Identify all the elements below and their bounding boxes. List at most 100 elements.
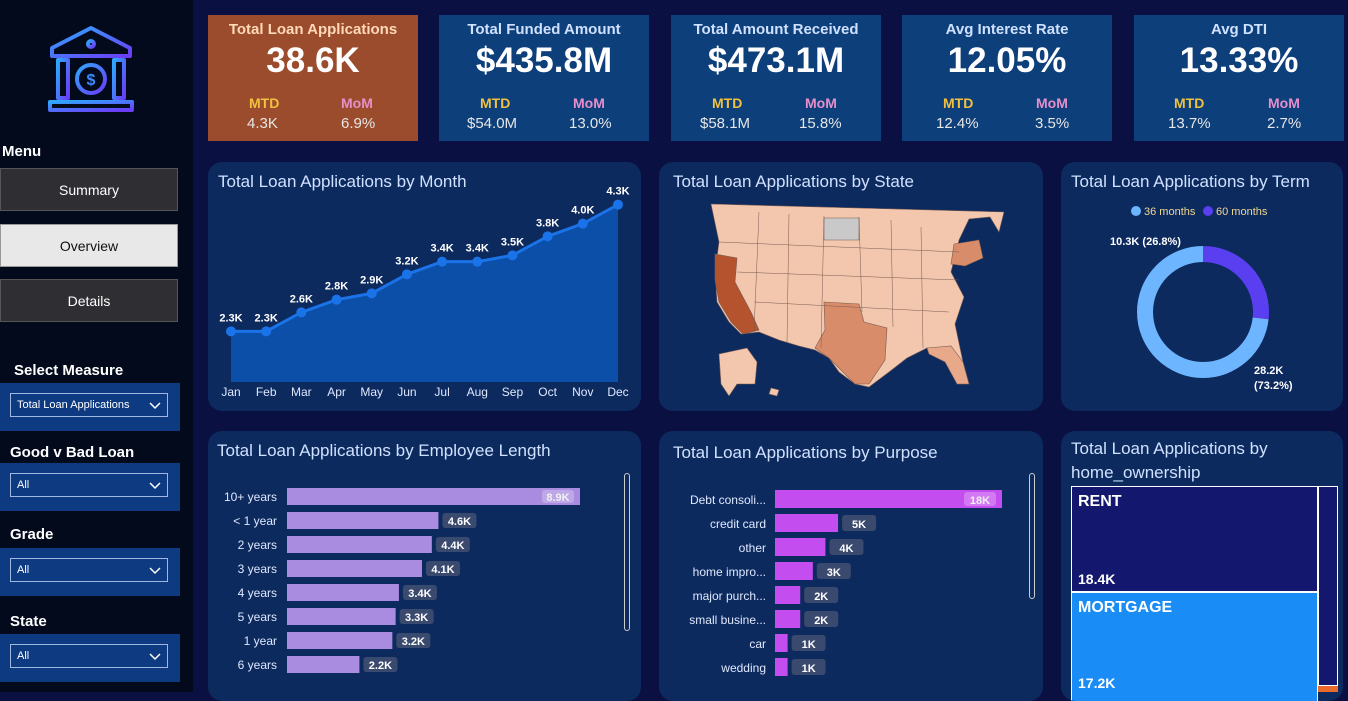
month-line: [231, 203, 619, 333]
emp-length-bar-chart: 10+ years 8.9K < 1 year 4.6K 2 years 4.4K 3 ye…: [224, 488, 580, 673]
kpi-title: Total Loan Applications: [228, 21, 398, 38]
kpi-mom-value: 6.9%: [341, 115, 376, 132]
month-point: [437, 256, 448, 267]
select-measure-dropdown[interactable]: Total Loan Applications: [10, 393, 168, 417]
map-state-california: [714, 253, 760, 335]
kpi-mtd-value: 13.7%: [1168, 115, 1211, 132]
kpi-mtd-value: $54.0M: [467, 115, 518, 132]
grade-value: All: [17, 564, 30, 576]
term-60-label: 10.3K (26.8%): [1110, 236, 1181, 248]
kpi-mtd-label: MTD: [712, 95, 743, 111]
term-chart-title: Total Loan Applications by Term: [1071, 172, 1310, 191]
kpi-mtd-label: MTD: [249, 95, 280, 111]
legend-60-months-label: 60 months: [1216, 206, 1268, 218]
emp-bar: [287, 488, 580, 505]
purpose-bar-chart: Debt consoli... 18K credit card 5K other 4K ho…: [689, 490, 1002, 676]
emp-length-card: Total Loan Applications by Employee Leng…: [208, 431, 641, 701]
home-ownership-title-2: home_ownership: [1071, 463, 1201, 482]
month-chart-title: Total Loan Applications by Month: [218, 172, 467, 191]
kpi-mom-value: 13.0%: [569, 115, 612, 132]
kpi-title: Total Amount Received: [693, 21, 859, 38]
map-state-shape: [710, 203, 1005, 388]
emp-category-label: < 1 year: [233, 514, 277, 528]
emp-bar: [287, 608, 396, 625]
month-point: [366, 288, 377, 299]
state-map-title: Total Loan Applications by State: [673, 172, 914, 191]
treemap-small[interactable]: [1318, 686, 1338, 692]
term-36-label: 28.2K: [1254, 365, 1283, 377]
map-state-alaska: [718, 347, 758, 397]
emp-bar: [287, 656, 360, 673]
treemap-rent-label: RENT: [1078, 493, 1122, 510]
month-point: [226, 326, 236, 337]
emp-data-label: 8.9K: [546, 492, 569, 504]
month-point: [542, 231, 553, 242]
menu-title: Menu: [2, 143, 42, 160]
purpose-bar: [775, 634, 788, 652]
purpose-data-label-bg: [791, 659, 826, 675]
kpi-mom-label: MoM: [1036, 95, 1068, 111]
grade-dropdown[interactable]: All: [10, 558, 168, 582]
month-tick-label: Sep: [502, 385, 524, 399]
month-tick-label: Aug: [467, 385, 488, 399]
state-dropdown[interactable]: All: [10, 644, 168, 668]
emp-data-label-bg: [399, 609, 434, 624]
purpose-data-label-bg: [816, 563, 851, 579]
emp-scrollbar[interactable]: [624, 473, 630, 631]
kpi-mom-value: 3.5%: [1035, 115, 1070, 132]
treemap-mortgage[interactable]: MORTGAGE 17.2K: [1071, 592, 1318, 701]
month-tick-label: Jun: [397, 385, 416, 399]
purpose-category-label: small busine...: [689, 613, 766, 627]
purpose-bar: [775, 658, 788, 676]
state-slicer: All: [0, 634, 180, 682]
kpi-title: Total Funded Amount: [467, 21, 621, 38]
purpose-data-label-bg: [804, 587, 839, 603]
treemap-other[interactable]: [1318, 486, 1338, 686]
emp-data-label-bg: [425, 561, 460, 576]
month-tick-label: Nov: [572, 385, 593, 399]
emp-bar: [287, 536, 432, 553]
purpose-scrollbar[interactable]: [1029, 473, 1035, 599]
purpose-category-label: Debt consoli...: [690, 493, 766, 507]
grade-slicer: All: [0, 548, 180, 596]
overview-button[interactable]: Overview: [0, 224, 178, 267]
purpose-category-label: other: [739, 541, 766, 555]
kpi-mtd-label: MTD: [1174, 95, 1205, 111]
emp-data-label: 3.4K: [408, 588, 431, 600]
treemap-mortgage-label: MORTGAGE: [1078, 599, 1173, 616]
kpi-mtd-value: $58.1M: [700, 115, 751, 132]
purpose-data-label: 4K: [839, 543, 853, 555]
us-state-map[interactable]: [659, 162, 1043, 411]
kpi-total-loan-applications: Total Loan Applications 38.6K MTD MoM 4.…: [208, 15, 418, 141]
details-button[interactable]: Details: [0, 279, 178, 322]
good-bad-loan-slicer: All: [0, 463, 180, 511]
month-point: [613, 199, 623, 210]
month-tick-label: Jul: [434, 385, 449, 399]
good-bad-loan-dropdown[interactable]: All: [10, 473, 168, 497]
month-point: [331, 294, 342, 305]
month-point: [577, 218, 588, 229]
purpose-bar: [775, 586, 801, 604]
term-donut-chart: 36 months 60 months 10.3K (26.8%) 28.2K (73.…: [1110, 206, 1293, 392]
kpi-value: 38.6K: [266, 41, 360, 80]
emp-data-label: 3.3K: [405, 612, 428, 624]
emp-data-label: 4.1K: [431, 564, 454, 576]
legend-36-months-label: 36 months: [1144, 206, 1196, 218]
home-ownership-title-1: Total Loan Applications by: [1071, 439, 1268, 458]
month-data-label: 2.8K: [325, 281, 348, 293]
month-data-label: 4.3K: [606, 186, 629, 198]
emp-data-label-bg: [402, 585, 437, 600]
purpose-data-label-bg: [964, 492, 996, 506]
emp-category-label: 6 years: [238, 658, 277, 672]
emp-data-label: 3.2K: [402, 636, 425, 648]
select-measure-label: Select Measure: [14, 362, 124, 379]
month-point: [507, 250, 518, 261]
purpose-data-label: 2K: [814, 591, 828, 603]
summary-button[interactable]: Summary: [0, 168, 178, 211]
kpi-value: 12.05%: [947, 41, 1067, 80]
emp-bar: [287, 632, 393, 649]
purpose-data-label: 2K: [814, 615, 828, 627]
emp-length-title: Total Loan Applications by Employee Leng…: [217, 441, 551, 460]
treemap-rent[interactable]: RENT 18.4K: [1071, 486, 1318, 592]
kpi-avg-interest-rate: Avg Interest Rate 12.05% MTD MoM 12.4% 3…: [902, 15, 1112, 141]
